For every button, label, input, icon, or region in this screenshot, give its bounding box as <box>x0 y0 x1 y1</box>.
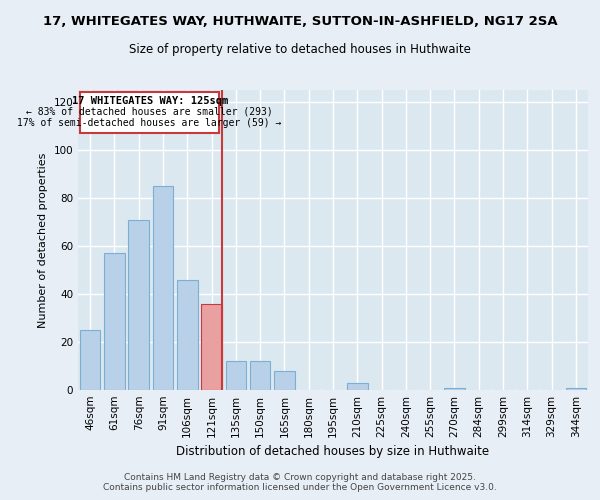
FancyBboxPatch shape <box>80 92 219 133</box>
Text: ← 83% of detached houses are smaller (293): ← 83% of detached houses are smaller (29… <box>26 107 273 117</box>
Bar <box>226 361 246 390</box>
X-axis label: Distribution of detached houses by size in Huthwaite: Distribution of detached houses by size … <box>176 446 490 458</box>
Bar <box>566 388 586 390</box>
Text: Size of property relative to detached houses in Huthwaite: Size of property relative to detached ho… <box>129 42 471 56</box>
Text: Contains HM Land Registry data © Crown copyright and database right 2025.
Contai: Contains HM Land Registry data © Crown c… <box>103 473 497 492</box>
Bar <box>152 186 173 390</box>
Bar <box>128 220 149 390</box>
Bar <box>444 388 465 390</box>
Bar <box>80 330 100 390</box>
Bar <box>347 383 368 390</box>
Bar <box>177 280 197 390</box>
Bar <box>274 371 295 390</box>
Bar <box>104 253 125 390</box>
Bar <box>201 304 222 390</box>
Text: 17 WHITEGATES WAY: 125sqm: 17 WHITEGATES WAY: 125sqm <box>71 96 228 106</box>
Text: 17% of semi-detached houses are larger (59) →: 17% of semi-detached houses are larger (… <box>17 118 282 128</box>
Bar <box>250 361 271 390</box>
Text: 17, WHITEGATES WAY, HUTHWAITE, SUTTON-IN-ASHFIELD, NG17 2SA: 17, WHITEGATES WAY, HUTHWAITE, SUTTON-IN… <box>43 15 557 28</box>
Y-axis label: Number of detached properties: Number of detached properties <box>38 152 48 328</box>
